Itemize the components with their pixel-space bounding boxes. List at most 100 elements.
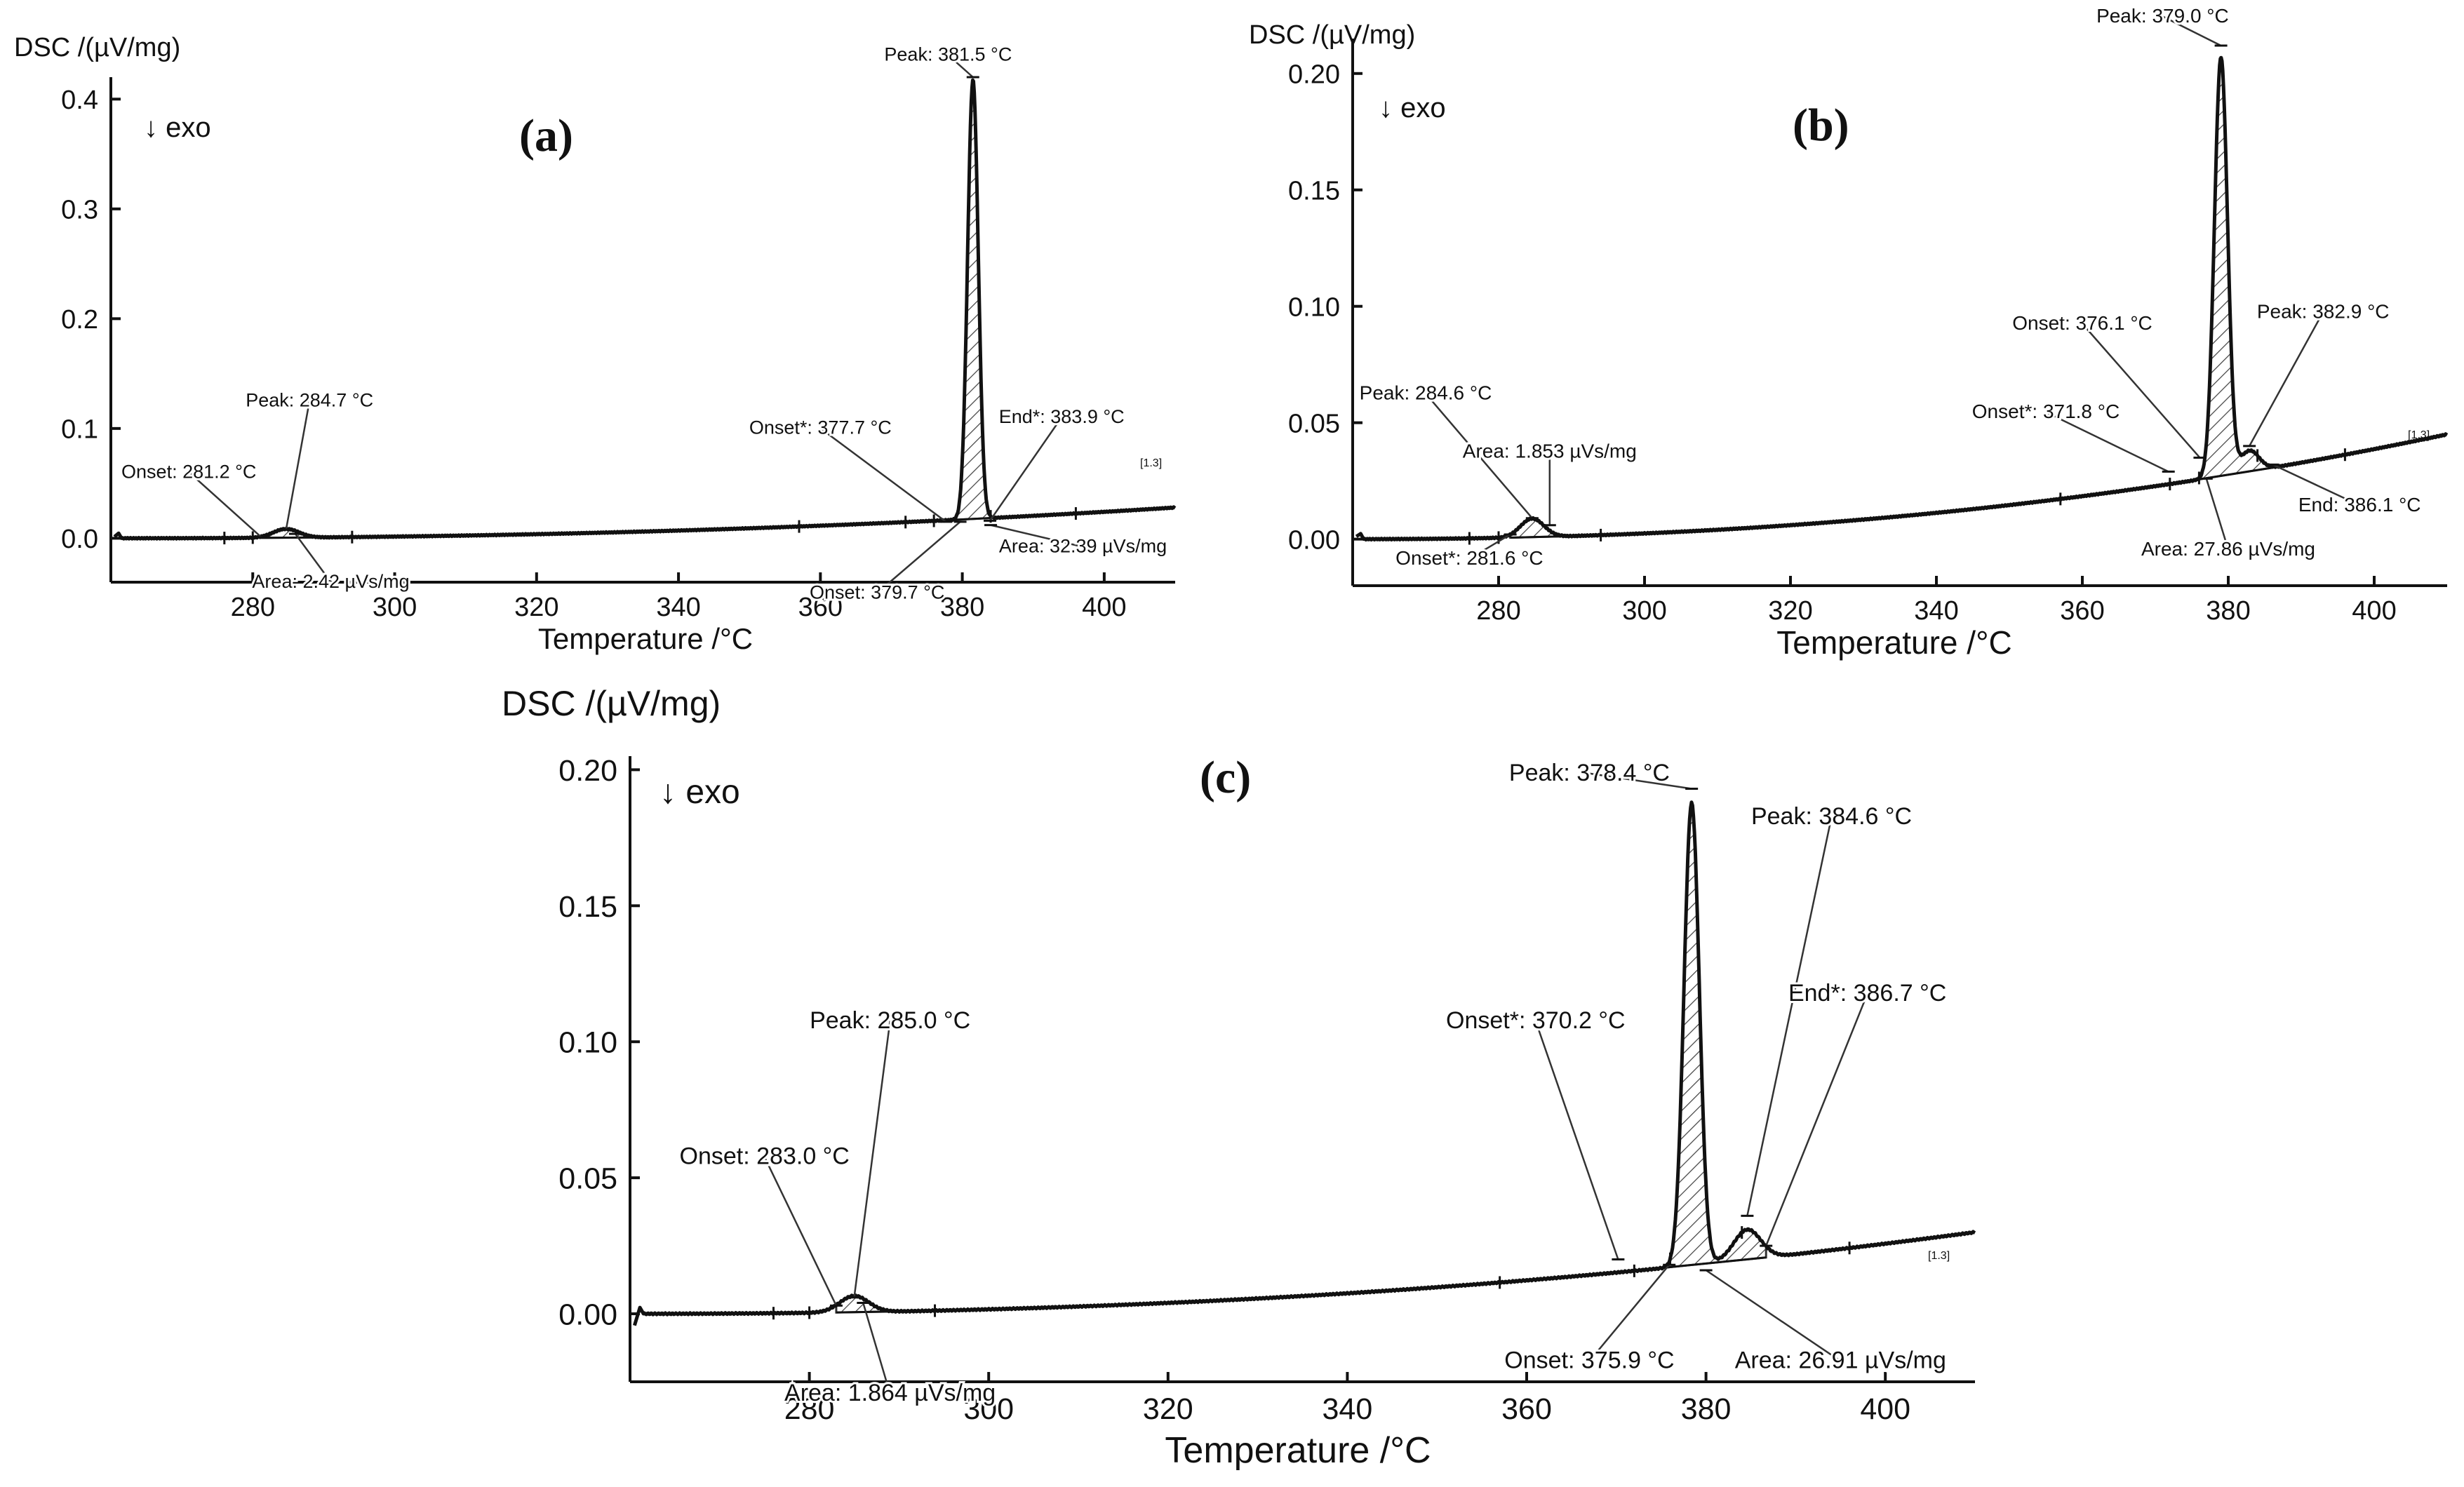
panel-c-direction-label: ↓ exo: [659, 774, 740, 811]
panel-a-xlabel: Temperature /°C: [538, 622, 753, 655]
panel-b-annotation-label: End: 386.1 °C: [2298, 494, 2421, 516]
panel-a-annotation-leader: [294, 533, 332, 583]
panel-b-annotation-label: Onset: 376.1 °C: [2012, 312, 2152, 334]
panel-c-label: (c): [1200, 752, 1251, 803]
panel-a-y-tick-label: 0.4: [61, 86, 98, 115]
panel-c-x-tick-label: 380: [1681, 1392, 1732, 1426]
panel-b-annotation-leader: [2249, 311, 2324, 447]
panel-c-annotation-label: Onset: 375.9 °C: [1504, 1347, 1674, 1374]
panel-b-annotation-leader: [2082, 323, 2201, 459]
panel-c-annotation-label: Onset*: 370.2 °C: [1446, 1007, 1626, 1034]
panel-b-xlabel: Temperature /°C: [1776, 624, 2011, 661]
panel-c-annotation-leader: [1589, 772, 1692, 790]
panel-a-x-tick-label: 380: [940, 593, 984, 622]
panel-b-annotation-label: Area: 27.86 µVs/mg: [2141, 538, 2315, 560]
panel-b-annotation-label: Area: 1.853 µVs/mg: [1463, 440, 1637, 462]
panel-b-x-tick-label: 300: [1622, 596, 1666, 626]
panel-b: DSC /(µV/mg) ↓ exo (b) Temperature /°C […: [1249, 3, 2449, 661]
panel-a-annotation-label: Onset: 379.7 °C: [810, 581, 944, 603]
panel-c-annotation-label: End*: 386.7 °C: [1788, 980, 1946, 1007]
panel-c-x-tick-label: 300: [963, 1392, 1014, 1426]
panel-c-x-tick-label: 400: [1860, 1392, 1910, 1426]
panel-b-annotation-label: Onset*: 371.8 °C: [1972, 401, 2120, 422]
panel-b-y-tick-label: 0.15: [1288, 176, 1340, 206]
panel-c-annotation-label: Peak: 285.0 °C: [810, 1007, 970, 1034]
panel-a-annotation-leader: [188, 471, 262, 538]
panel-c-annotation-label: Onset: 283.0 °C: [680, 1143, 850, 1170]
panel-b-annotation-label: Peak: 379.0 °C: [2096, 5, 2229, 27]
panel-c-xlabel: Temperature /°C: [1165, 1430, 1431, 1471]
panel-c-annotation-leader: [1588, 1264, 1670, 1362]
panel-b-x-tick-label: 340: [1914, 596, 1958, 626]
panel-a-y-tick-label: 0.3: [61, 196, 98, 225]
panel-c-annotation-label: Peak: 384.6 °C: [1751, 803, 1912, 830]
panel-c-y-tick-label: 0.20: [558, 754, 617, 788]
panel-a: DSC /(µV/mg) ↓ exo (a) Temperature /°C […: [14, 33, 1177, 655]
panel-a-x-tick-label: 320: [514, 593, 558, 622]
panel-c-annotation-leader: [1705, 1269, 1841, 1362]
panel-c-y-tick-label: 0.05: [558, 1162, 617, 1196]
panel-a-annotation-leader: [990, 524, 1083, 548]
panel-a-label: (a): [519, 110, 573, 161]
panel-b-direction-label: ↓ exo: [1379, 93, 1446, 123]
panel-b-y-tick-label: 0.00: [1288, 525, 1340, 555]
panel-b-annotation-leader: [2162, 15, 2222, 47]
panel-a-annotation-label: Area: 2.42 µVs/mg: [252, 571, 409, 592]
panel-b-annotation-label: Peak: 382.9 °C: [2257, 300, 2390, 322]
panel-b-ylabel: DSC /(µV/mg): [1249, 20, 1415, 50]
panel-b-annotation-label: Onset*: 281.6 °C: [1395, 547, 1543, 569]
panel-a-range-tag: [1.3]: [1140, 457, 1162, 469]
panel-b-annotation-leader: [2045, 411, 2169, 473]
panel-a-annotation-label: Peak: 381.5 °C: [884, 44, 1012, 65]
panel-c-x-tick-label: 320: [1143, 1392, 1193, 1426]
panel-a-y-tick-label: 0.0: [61, 525, 98, 554]
panel-b-y-tick-label: 0.20: [1288, 60, 1340, 89]
panel-c-y-tick-label: 0.00: [558, 1298, 617, 1332]
panel-a-y-tick-label: 0.2: [61, 305, 98, 335]
panel-c-ylabel: DSC /(µV/mg): [502, 684, 721, 723]
panel-a-annotation-label: Onset*: 377.7 °C: [749, 417, 892, 438]
panel-c: DSC /(µV/mg) ↓ exo (c) Temperature /°C […: [502, 684, 1976, 1471]
panel-c-x-tick-label: 340: [1323, 1392, 1373, 1426]
panel-a-dsc-curve: [113, 78, 1177, 541]
panel-a-annotation-leader: [947, 54, 974, 78]
panel-c-annotation-leader: [1765, 993, 1868, 1246]
panel-b-y-tick-label: 0.10: [1288, 292, 1340, 322]
panel-b-peak-area-hatch: [2168, 55, 2274, 485]
panel-b-label: (b): [1793, 100, 1849, 151]
panel-c-annotation-leader: [1534, 1021, 1619, 1260]
panel-c-x-tick-label: 360: [1501, 1392, 1552, 1426]
panel-a-annotation-label: Peak: 284.7 °C: [246, 390, 373, 411]
panel-a-annotation-label: End*: 383.9 °C: [999, 406, 1125, 427]
panel-c-x-tick-label: 280: [784, 1392, 835, 1426]
panel-b-x-tick-label: 360: [2060, 596, 2104, 626]
panel-a-ylabel: DSC /(µV/mg): [14, 33, 180, 62]
panel-b-annotation-leader: [2205, 478, 2230, 550]
panel-b-annotation-leader: [1425, 393, 1533, 519]
panel-b-x-tick-label: 320: [1768, 596, 1812, 626]
panel-a-x-tick-label: 360: [798, 593, 843, 622]
panel-b-annotation-label: Peak: 284.6 °C: [1360, 382, 1492, 403]
panel-b-integration-baseline: [1510, 535, 1561, 539]
panel-a-x-tick-label: 280: [231, 593, 275, 622]
panel-b-x-tick-label: 280: [1476, 596, 1520, 626]
panel-a-integration-baseline: [261, 536, 314, 539]
panel-a-x-tick-label: 400: [1082, 593, 1126, 622]
panel-c-range-tag: [1.3]: [1928, 1250, 1950, 1262]
panel-b-dsc-curve: [1355, 55, 2449, 541]
panel-a-annotation-leader: [285, 401, 311, 530]
panel-c-annotation-leader: [1746, 816, 1833, 1216]
panel-b-annotation-leader: [2272, 464, 2360, 506]
panel-b-annotation-leader: [1468, 533, 1511, 560]
panel-b-y-tick-label: 0.05: [1288, 409, 1340, 438]
panel-c-annotation-leader: [862, 1303, 891, 1394]
panel-a-annotation-leader: [989, 417, 1063, 522]
panel-c-y-tick-label: 0.10: [558, 1026, 617, 1060]
panel-a-direction-label: ↓ exo: [144, 112, 211, 143]
panel-c-annotation-label: Peak: 378.4 °C: [1509, 760, 1670, 786]
panel-c-annotation-label: Area: 26.91 µVs/mg: [1735, 1347, 1946, 1374]
panel-c-y-tick-label: 0.15: [558, 890, 617, 924]
panel-a-annotation-label: Area: 32.39 µVs/mg: [999, 536, 1167, 557]
panel-b-x-tick-label: 380: [2206, 596, 2250, 626]
